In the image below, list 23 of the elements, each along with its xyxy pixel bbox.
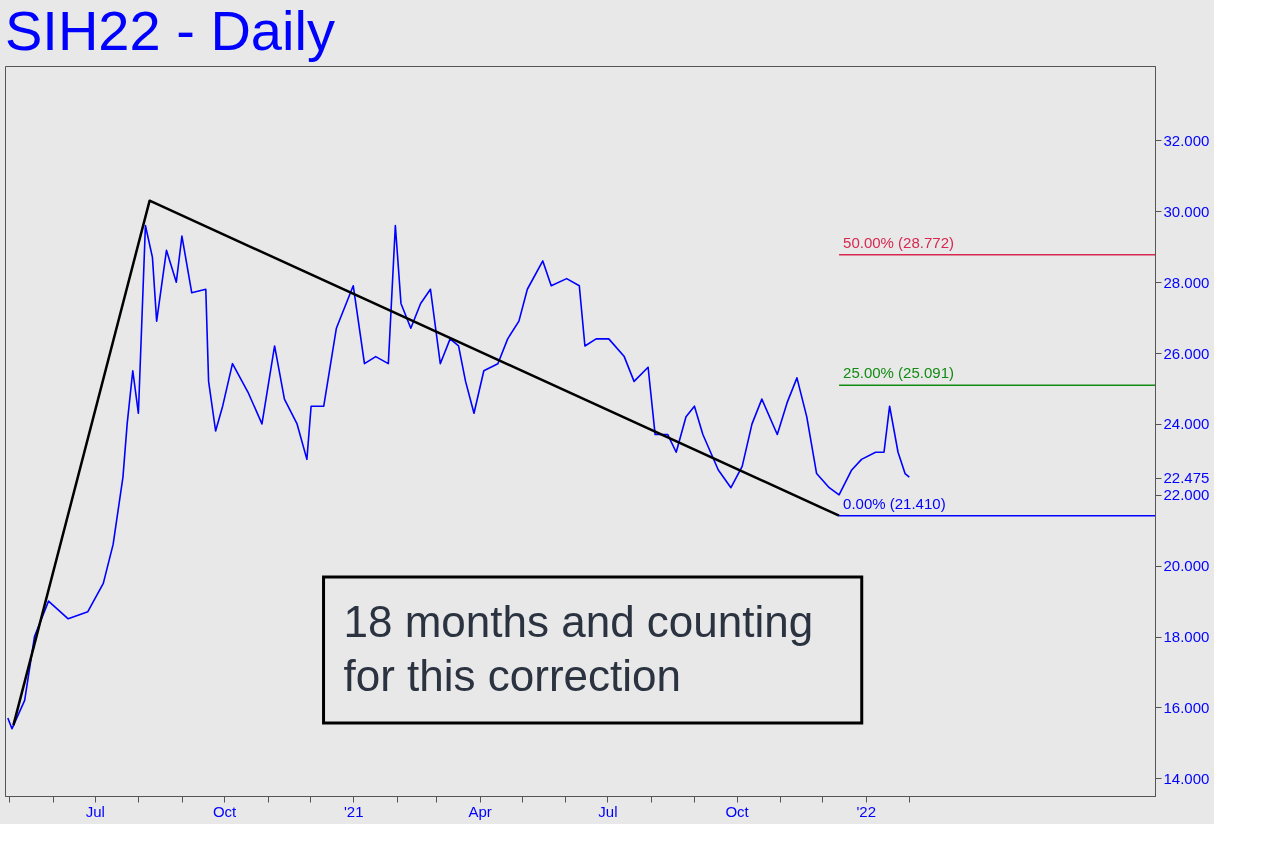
x-tick-label: Jul xyxy=(85,802,105,820)
x-tick-label: Apr xyxy=(468,802,492,820)
x-tick-label: Oct xyxy=(212,802,238,820)
chart-title: SIH22 - Daily xyxy=(5,0,335,62)
x-tick-label: '21 xyxy=(343,802,364,820)
series-label: 25.00% (25.091) xyxy=(843,364,954,382)
y-tick-label: 20.000 xyxy=(1163,557,1210,575)
y-tick-label: 26.000 xyxy=(1163,344,1210,362)
x-tick-label: Jul xyxy=(598,802,618,820)
y-tick-label: 30.000 xyxy=(1163,202,1210,220)
y-tick-label: 32.000 xyxy=(1163,131,1210,149)
y-tick-label: 14.000 xyxy=(1163,769,1210,787)
annotation: 18 months and counting for this correction xyxy=(343,596,814,700)
y-tick-label: 22.000 xyxy=(1163,486,1210,504)
y-tick-label: 18.000 xyxy=(1163,628,1210,646)
y-tick-label: 24.000 xyxy=(1163,415,1210,433)
y-tick-label: 28.000 xyxy=(1163,273,1210,291)
x-tick-label: '22 xyxy=(856,802,877,820)
y-tick-label: 16.000 xyxy=(1163,698,1210,716)
series-label: 0.00% (21.410) xyxy=(843,494,946,512)
x-tick-label: Oct xyxy=(725,802,750,820)
y-tick-label: 22.475 xyxy=(1163,469,1210,487)
series-label: 50.00% (28.772) xyxy=(843,233,954,251)
